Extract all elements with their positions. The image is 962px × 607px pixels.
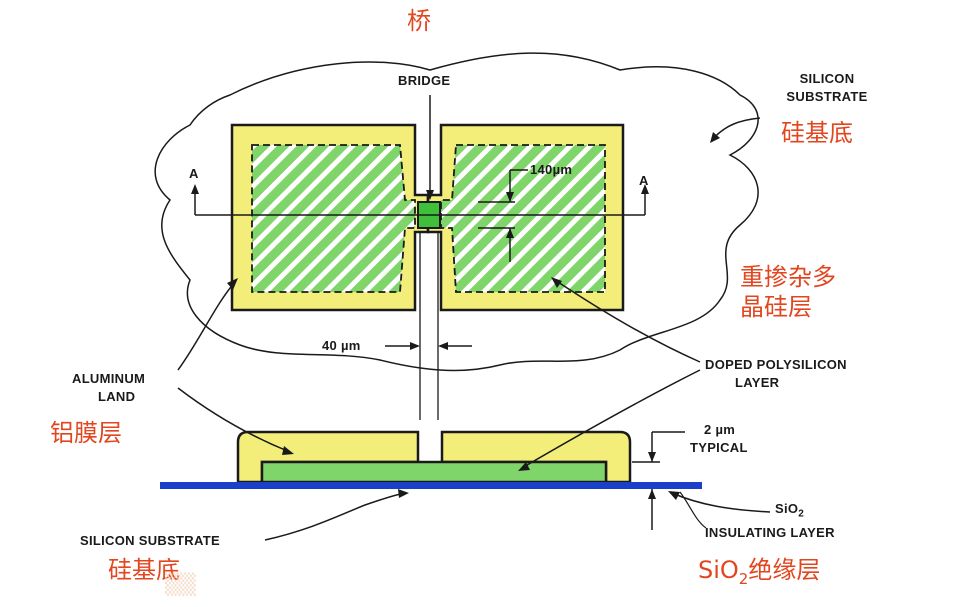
cn-sio2-suffix: 绝缘层 [748,556,821,584]
typical-label: 2 µm TYPICAL [690,421,748,457]
silicon-substrate-label-bottom: SILICON SUBSTRATE [80,533,220,548]
aluminum-land-line1: ALUMINUM [72,371,146,386]
cn-silicon-substrate-top: 硅基底 [781,119,853,147]
section-a-left-label: A [189,166,199,181]
sio2-label: SiO2 INSULATING LAYER [705,500,835,542]
silicon-substrate-top-line1: SILICON [799,71,855,86]
typical-line1: 2 µm [704,422,736,437]
doped-poly-line1: DOPED POLYSILICON [705,357,847,372]
cn-sio2-sub: 2 [738,569,749,588]
doped-poly-line2: LAYER [735,375,780,390]
substrate-outline [154,52,759,372]
silicon-substrate-top-line2: SUBSTRATE [786,89,868,104]
doped-poly-label: DOPED POLYSILICON LAYER [705,356,847,392]
watermark-logo: ▒▒ [165,572,196,596]
cross-section-polysilicon [260,460,608,484]
cn-doped-poly-line2: 晶硅层 [740,293,812,321]
aluminum-land-label: ALUMINUM LAND [72,370,145,406]
cn-silicon-substrate-bottom: 硅基底 [108,556,180,584]
dimension-140-label: 140µm [530,162,573,177]
typical-line2: TYPICAL [690,440,748,455]
cn-doped-poly-line1: 重掺杂多 [740,263,836,291]
bridge-label: BRIDGE [398,73,451,88]
silicon-substrate-label-top: SILICON SUBSTRATE [772,70,882,106]
poly-region-left [251,144,416,293]
section-a-right-label: A [639,173,649,188]
cn-sio2-prefix: SiO [698,556,739,584]
sio2-layer [160,482,702,489]
sio2-line1: SiO [775,501,799,516]
sio2-sub: 2 [798,508,805,520]
dimension-40-label: 40 µm [322,338,361,353]
cn-doped-poly-label: 重掺杂多 晶硅层 [740,262,836,322]
cn-sio2-label: SiO2绝缘层 [698,555,820,594]
cn-bridge-label: 桥 [407,7,431,35]
aluminum-land-line2: LAND [98,389,136,404]
cn-aluminum-film: 铝膜层 [50,419,122,447]
sio2-line2: INSULATING LAYER [705,524,835,540]
poly-region-right [440,144,606,293]
